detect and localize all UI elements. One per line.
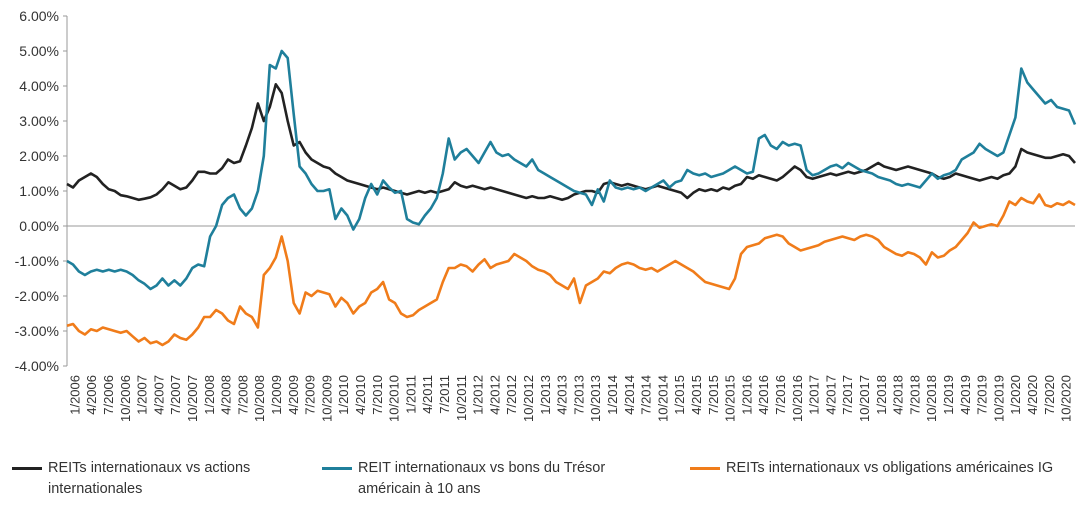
x-tick-label: 1/2020 [1008, 375, 1023, 415]
x-tick-label: 4/2009 [286, 375, 301, 415]
x-tick-label: 1/2013 [538, 375, 553, 415]
y-tick-label: 1.00% [19, 183, 59, 199]
x-tick-label: 7/2011 [437, 375, 452, 414]
legend: REITs internationaux vs actions internat… [0, 458, 1080, 508]
x-tick-label: 10/2012 [521, 375, 536, 422]
legend-swatch-actions [12, 467, 42, 470]
x-tick-label: 7/2009 [303, 375, 318, 415]
y-tick-label: -2.00% [15, 288, 59, 304]
x-tick-label: 10/2019 [991, 375, 1006, 422]
x-tick-label: 7/2006 [101, 375, 116, 415]
x-tick-label: 4/2014 [622, 375, 637, 415]
x-tick-label: 4/2017 [823, 375, 838, 415]
series-line-0 [66, 83, 1076, 202]
x-tick-label: 7/2012 [504, 375, 519, 415]
x-tick-label: 4/2007 [151, 375, 166, 415]
x-tick-label: 1/2017 [807, 375, 822, 415]
y-tick-label: -3.00% [15, 323, 59, 339]
legend-item-obligations: REITs internationaux vs obligations amér… [690, 458, 1075, 479]
x-tick-label: 1/2014 [605, 375, 620, 415]
x-tick-label: 10/2013 [588, 375, 603, 422]
x-tick-label: 1/2019 [941, 375, 956, 415]
x-tick-label: 10/2017 [857, 375, 872, 422]
x-tick-label: 4/2011 [420, 375, 435, 414]
x-tick-label: 4/2013 [555, 375, 570, 415]
x-tick-label: 10/2006 [118, 375, 133, 422]
y-tick-label: 3.00% [19, 113, 59, 129]
y-tick-label: 2.00% [19, 148, 59, 164]
y-tick-label: 6.00% [19, 8, 59, 24]
x-tick-label: 4/2006 [84, 375, 99, 415]
x-tick-label: 10/2008 [252, 375, 267, 422]
series-line-2 [66, 193, 1076, 347]
x-tick-label: 10/2020 [1059, 375, 1074, 422]
x-tick-label: 10/2014 [655, 375, 670, 422]
x-tick-label: 7/2013 [571, 375, 586, 415]
legend-item-tresor: REIT internationaux vs bons du Trésor am… [322, 458, 662, 500]
series-lines [66, 49, 1077, 347]
x-tick-label: 4/2010 [353, 375, 368, 415]
x-tick-label: 10/2016 [790, 375, 805, 422]
x-tick-label: 7/2016 [773, 375, 788, 415]
y-tick-label: -4.00% [15, 358, 59, 374]
x-tick-label: 1/2009 [269, 375, 284, 415]
legend-label-tresor: REIT internationaux vs bons du Trésor am… [358, 460, 606, 497]
x-tick-label: 1/2007 [135, 375, 150, 415]
x-tick-label: 7/2018 [907, 375, 922, 415]
x-tick-label: 1/2018 [874, 375, 889, 415]
x-tick-label: 1/2015 [672, 375, 687, 415]
x-tick-label: 10/2007 [185, 375, 200, 422]
y-tick-label: 0.00% [19, 218, 59, 234]
x-tick-label: 1/2016 [739, 375, 754, 415]
x-tick-label: 7/2017 [840, 375, 855, 415]
x-tick-label: 7/2015 [706, 375, 721, 415]
x-tick-label: 10/2015 [723, 375, 738, 422]
x-tick-label: 7/2019 [975, 375, 990, 415]
y-tick-label: 5.00% [19, 43, 59, 59]
y-tick-label: -1.00% [15, 253, 59, 269]
legend-swatch-obligations [690, 467, 720, 470]
legend-label-actions: REITs internationaux vs actions internat… [48, 460, 251, 497]
y-tick-label: 4.00% [19, 78, 59, 94]
x-tick-label: 10/2011 [454, 375, 469, 421]
x-tick-label: 1/2010 [336, 375, 351, 415]
x-tick-label: 10/2009 [319, 375, 334, 422]
x-tick-label: 4/2016 [756, 375, 771, 415]
x-tick-label: 7/2020 [1042, 375, 1057, 415]
x-tick-label: 4/2020 [1025, 375, 1040, 415]
legend-label-obligations: REITs internationaux vs obligations amér… [726, 460, 1054, 476]
legend-swatch-tresor [322, 467, 352, 470]
x-tick-label: 1/2011 [403, 375, 418, 414]
x-tick-label: 10/2010 [387, 375, 402, 422]
x-tick-label: 4/2018 [891, 375, 906, 415]
x-tick-label: 7/2008 [235, 375, 250, 415]
x-tick-label: 4/2012 [487, 375, 502, 415]
y-axis-ticks: 6.00% 5.00% 4.00% 3.00% 2.00% 1.00% 0.00% -1.00… [15, 8, 67, 374]
x-tick-label: 1/2006 [67, 375, 82, 415]
x-tick-label: 1/2008 [202, 375, 217, 415]
x-tick-label: 7/2014 [639, 375, 654, 415]
x-tick-label: 4/2015 [689, 375, 704, 415]
x-tick-label: 10/2018 [924, 375, 939, 422]
x-axis-ticks: 1/2006 4/2006 7/2006 10/2006 1/2007 4/2007 7/2… [67, 375, 1073, 422]
x-tick-label: 7/2007 [168, 375, 183, 415]
x-tick-label: 4/2008 [219, 375, 234, 415]
x-tick-label: 1/2012 [471, 375, 486, 415]
series-line-1 [66, 49, 1077, 291]
x-tick-label: 7/2010 [370, 375, 385, 415]
line-chart: 6.00% 5.00% 4.00% 3.00% 2.00% 1.00% 0.00% -1.00… [15, 8, 1077, 422]
x-tick-label: 4/2019 [958, 375, 973, 415]
legend-item-actions: REITs internationaux vs actions internat… [12, 458, 302, 500]
